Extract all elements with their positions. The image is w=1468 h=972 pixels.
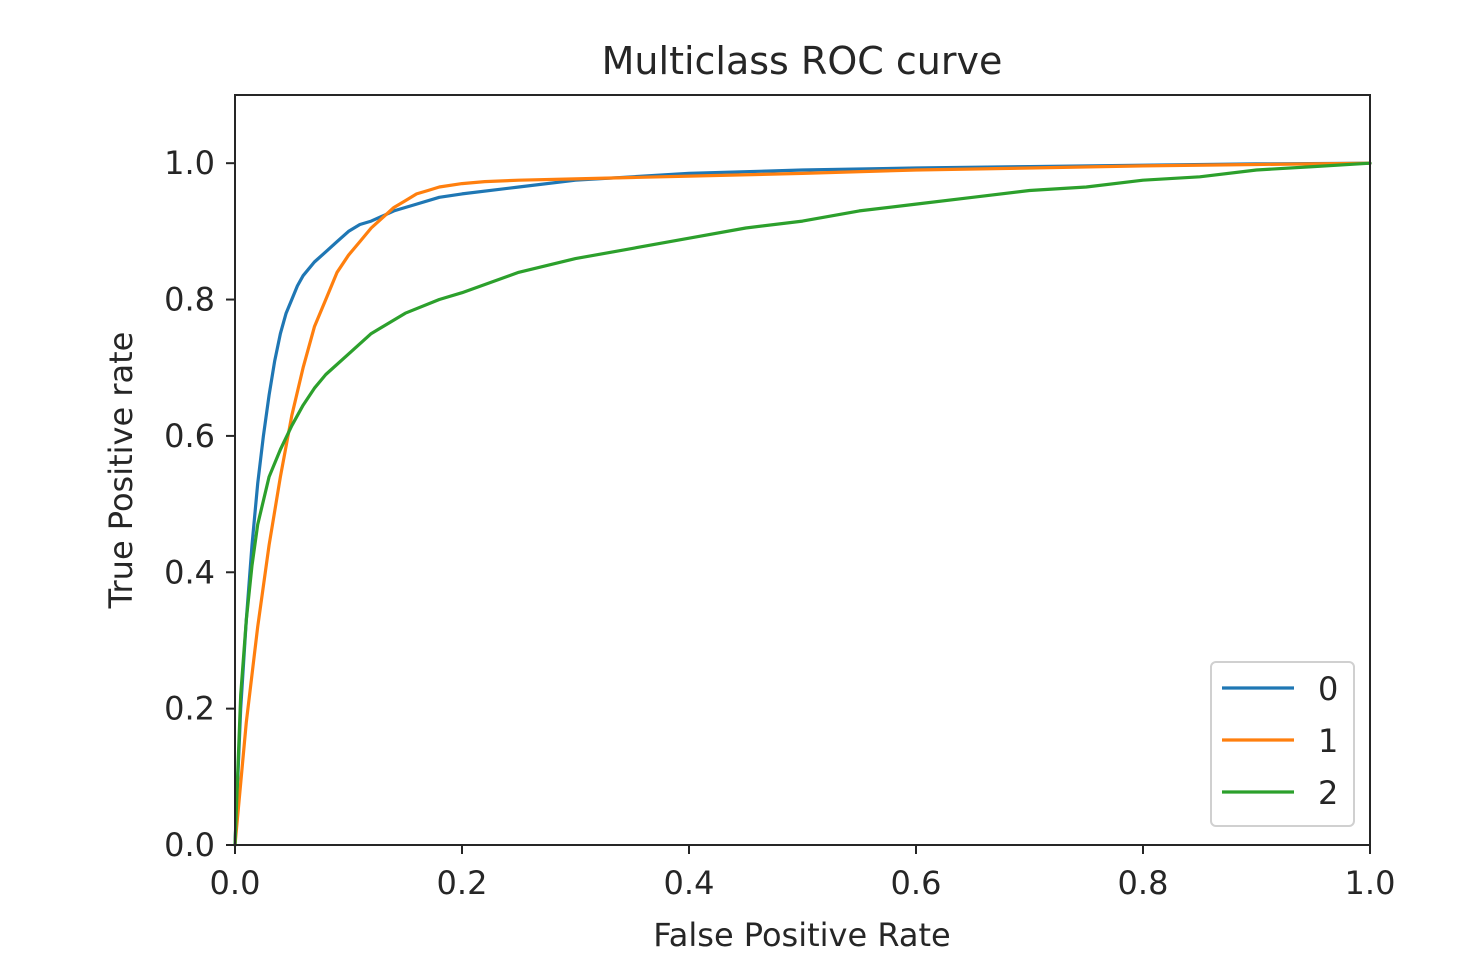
x-tick-label: 0.4	[664, 864, 715, 902]
y-tick-label: 1.0	[164, 144, 215, 182]
x-tick-label: 0.0	[210, 864, 261, 902]
legend-label-0: 0	[1318, 670, 1338, 708]
series-line-0	[233, 161, 1372, 847]
legend-frame	[1210, 661, 1355, 827]
series-line-1	[233, 161, 1372, 847]
legend: 0 1 2	[1210, 661, 1355, 827]
y-tick-label: 0.4	[164, 553, 215, 591]
chart-title: Multiclass ROC curve	[602, 39, 1003, 83]
legend-label-1: 1	[1318, 722, 1338, 760]
legend-label-2: 2	[1318, 774, 1338, 812]
y-tick-label: 0.0	[164, 826, 215, 864]
x-tick-label: 0.6	[891, 864, 942, 902]
x-tick-label: 1.0	[1345, 864, 1396, 902]
x-axis-ticks: 0.0 0.2 0.4 0.6 0.8 1.0	[210, 845, 1396, 902]
y-tick-label: 0.2	[164, 690, 215, 728]
series-line-2	[233, 161, 1372, 847]
x-tick-label: 0.2	[437, 864, 488, 902]
y-tick-label: 0.8	[164, 281, 215, 319]
x-axis-label: False Positive Rate	[653, 916, 950, 954]
y-axis-ticks: 0.0 0.2 0.4 0.6 0.8 1.0	[164, 144, 235, 864]
y-tick-label: 0.6	[164, 417, 215, 455]
y-axis-label: True Positive rate	[102, 332, 140, 610]
axes-frame	[234, 94, 1371, 846]
plot-series-group	[233, 161, 1372, 847]
x-tick-label: 0.8	[1118, 864, 1169, 902]
